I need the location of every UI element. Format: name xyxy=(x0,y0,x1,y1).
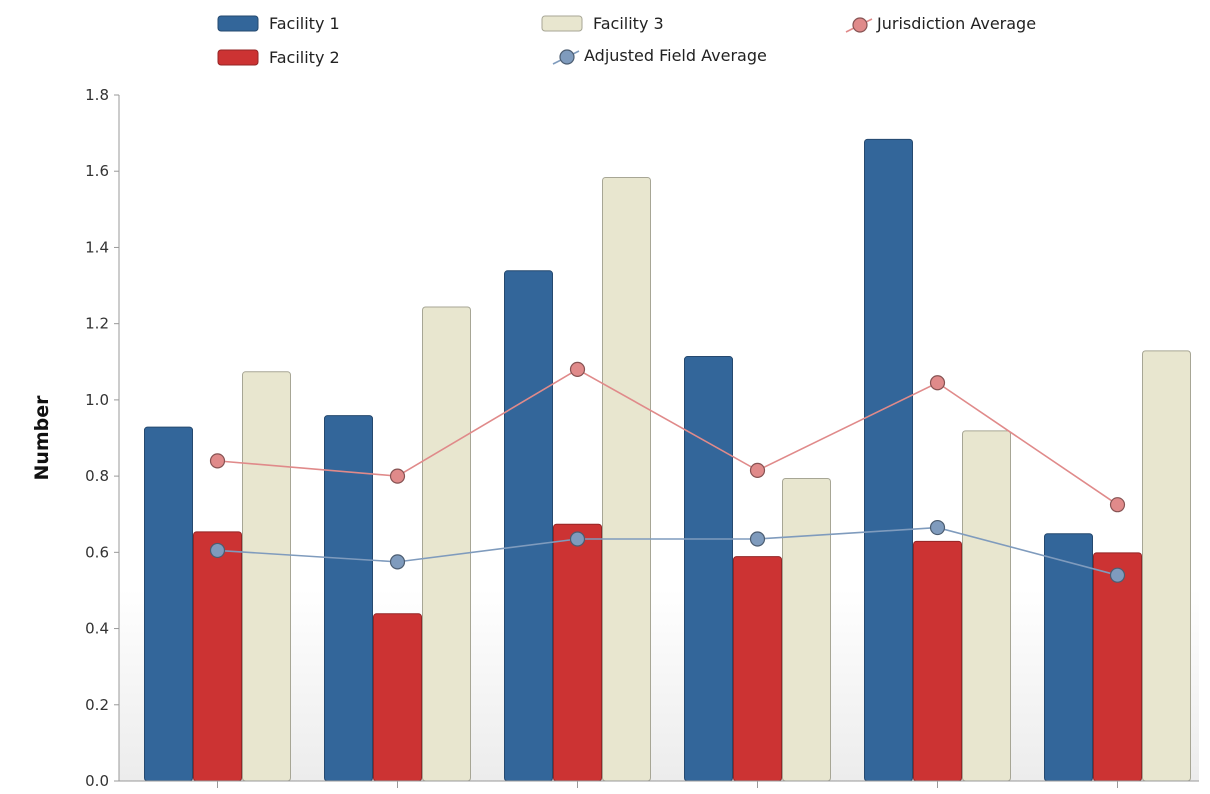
y-tick-label: 0.4 xyxy=(85,620,109,638)
y-tick-label: 0.0 xyxy=(85,772,109,790)
bar-facility-2-1 xyxy=(193,531,242,782)
legend-item-facility-3: Facility 3 xyxy=(541,14,664,33)
legend-item-jurisdiction-average: Jurisdiction Average xyxy=(845,14,1036,33)
marker-adjusted-field-average-6 xyxy=(1109,567,1126,583)
marker-jurisdiction-average-2 xyxy=(389,468,406,484)
line-adjusted-field-average xyxy=(217,526,1118,576)
legend-item-adjusted-field-average: Adjusted Field Average xyxy=(552,46,767,65)
marker-adjusted-field-average-1 xyxy=(209,542,226,559)
marker-adjusted-field-average-2 xyxy=(389,554,406,570)
y-axis-label: Number xyxy=(31,395,53,481)
legend-label: Facility 3 xyxy=(593,14,664,33)
bar-facility-1-6 xyxy=(1044,533,1093,782)
marker-adjusted-field-average-4 xyxy=(749,531,766,547)
legend: Facility 1 Facility 2 Facility 3 Jurisdicti… xyxy=(217,14,1036,67)
bar-facility-2-5 xyxy=(913,540,962,782)
y-tick-label: 0.8 xyxy=(85,467,109,485)
legend-label: Jurisdiction Average xyxy=(876,14,1036,33)
marker-adjusted-field-average-3 xyxy=(569,531,586,547)
x-axis xyxy=(114,780,1199,788)
legend-marker xyxy=(852,17,868,33)
y-tick-label: 1.4 xyxy=(85,238,109,256)
marker-jurisdiction-average-6 xyxy=(1109,497,1126,513)
bar-facility-3-2 xyxy=(422,306,471,782)
bar-facility-3-1 xyxy=(242,371,291,782)
bar-facility-1-3 xyxy=(504,270,553,782)
marker-jurisdiction-average-3 xyxy=(569,361,586,377)
legend-item-facility-2: Facility 2 xyxy=(217,48,340,67)
marker-jurisdiction-average-1 xyxy=(209,453,226,469)
y-tick-label: 0.6 xyxy=(85,543,109,561)
bar-facility-2-6 xyxy=(1093,552,1142,782)
marker-jurisdiction-average-5 xyxy=(929,375,946,391)
y-tick-label: 1.6 xyxy=(85,162,109,180)
marker-adjusted-field-average-5 xyxy=(929,519,946,536)
bar-facility-1-4 xyxy=(684,356,733,782)
legend-swatch xyxy=(541,15,583,32)
legend-swatch xyxy=(217,49,259,66)
y-tick-label: 0.2 xyxy=(85,696,109,714)
y-tick-label: 1.2 xyxy=(85,315,109,333)
bar-facility-3-3 xyxy=(602,176,651,782)
bar-facility-1-1 xyxy=(144,426,193,782)
legend-label: Adjusted Field Average xyxy=(584,46,767,65)
legend-marker xyxy=(559,49,575,65)
y-tick-label: 1.8 xyxy=(85,86,109,104)
marker-jurisdiction-average-4 xyxy=(749,462,766,478)
y-tick-label: 1.0 xyxy=(85,391,109,409)
bar-facility-3-6 xyxy=(1142,350,1191,782)
legend-swatch xyxy=(217,15,259,32)
legend-item-facility-1: Facility 1 xyxy=(217,14,340,33)
bar-facility-1-5 xyxy=(864,138,913,782)
lines-group xyxy=(209,361,1126,583)
legend-label: Facility 1 xyxy=(269,14,340,33)
y-axis: 0.0 0.2 0.4 0.6 0.8 1.0 1.2 1.4 1.6 1.8 xyxy=(85,86,120,790)
bar-facility-3-4 xyxy=(782,478,831,782)
bar-facility-3-5 xyxy=(962,430,1011,782)
bars-group xyxy=(144,138,1191,782)
line-jurisdiction-average xyxy=(217,368,1118,506)
bar-facility-2-3 xyxy=(553,523,602,782)
bar-facility-2-4 xyxy=(733,556,782,782)
bar-facility-2-2 xyxy=(373,613,422,782)
legend-label: Facility 2 xyxy=(269,48,340,67)
